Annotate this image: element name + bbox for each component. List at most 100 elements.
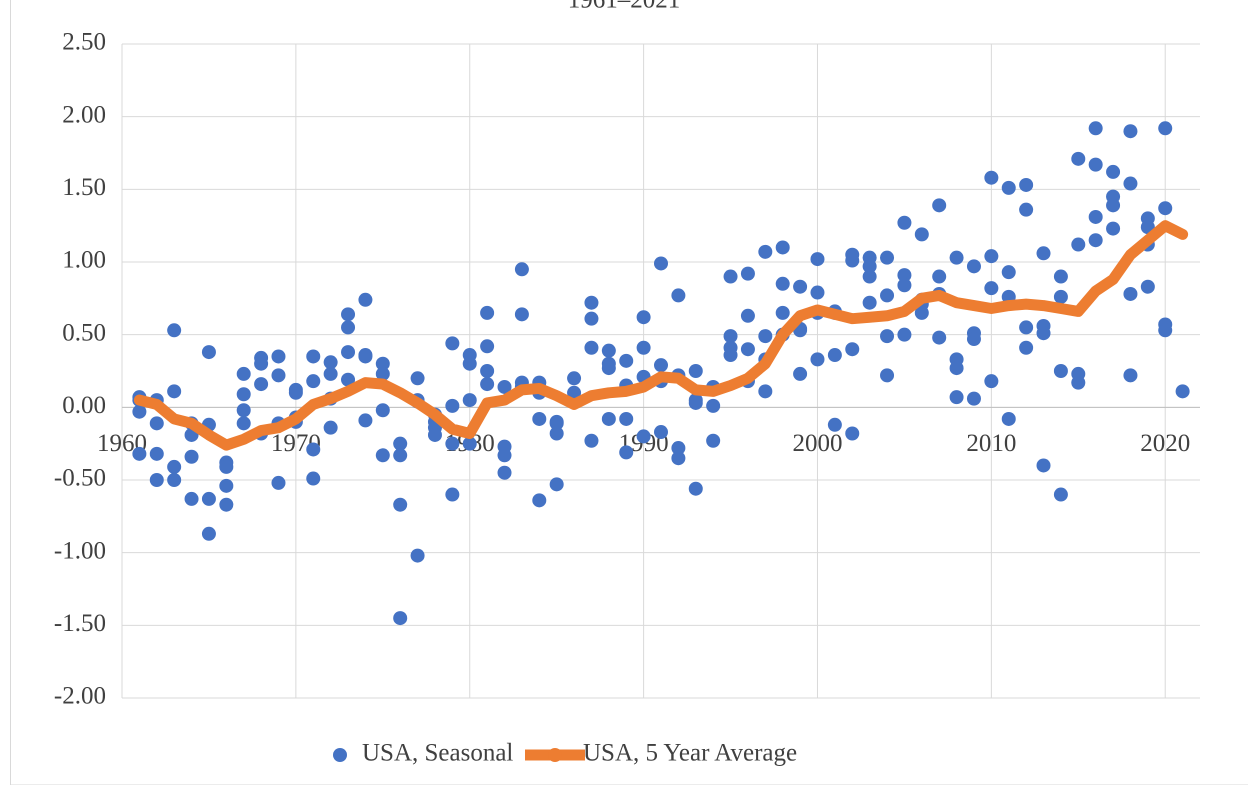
scatter-point [271, 368, 286, 383]
scatter-point [1123, 286, 1138, 301]
scatter-point [219, 459, 234, 474]
y-tick-label: -1.00 [54, 537, 106, 564]
scatter-point [584, 433, 599, 448]
scatter-point [497, 448, 512, 463]
scatter-point [201, 526, 216, 541]
scatter-point [393, 448, 408, 463]
scatter-point [862, 295, 877, 310]
scatter-point [827, 348, 842, 363]
scatter-point [845, 426, 860, 441]
scatter-point [393, 611, 408, 626]
scatter-point [375, 366, 390, 381]
scatter-point [480, 339, 495, 354]
scatter-point [1088, 233, 1103, 248]
scatter-point [393, 436, 408, 451]
scatter-point [897, 278, 912, 293]
scatter-point [949, 390, 964, 405]
scatter-point [167, 459, 182, 474]
scatter-point [654, 256, 668, 271]
scatter-point [149, 446, 164, 461]
scatter-point [462, 436, 477, 451]
scatter-point [862, 269, 877, 284]
scatter-point [932, 269, 947, 284]
scatter-point [532, 411, 547, 426]
scatter-point [514, 262, 529, 277]
scatter-point [775, 276, 790, 291]
scatter-point [497, 465, 512, 480]
legend-swatch [333, 748, 347, 762]
scatter-point [323, 420, 338, 435]
scatter-point [984, 374, 999, 389]
scatter-point [897, 215, 912, 230]
scatter-point [410, 371, 425, 386]
scatter-point [636, 340, 651, 355]
scatter-point [984, 281, 999, 296]
scatter-point [636, 310, 651, 325]
scatter-point [1088, 121, 1103, 136]
scatter-point [671, 288, 686, 303]
scatter-point [1001, 265, 1016, 280]
scatter-point [393, 497, 408, 512]
scatter-point [1019, 320, 1034, 335]
scatter-point [1158, 323, 1173, 338]
scatter-point [636, 429, 651, 444]
scatter-point [845, 342, 860, 357]
x-tick-label: 2010 [966, 430, 1016, 457]
scatter-point [619, 411, 634, 426]
scatter-point [514, 307, 529, 322]
scatter-point [567, 371, 582, 386]
scatter-point [671, 441, 686, 456]
scatter-point [480, 364, 495, 378]
scatter-point [184, 491, 199, 506]
scatter-point [984, 170, 999, 185]
scatter-point [723, 348, 738, 363]
scatter-point [601, 361, 616, 376]
scatter-point [775, 305, 790, 320]
scatter-point [271, 475, 286, 490]
scatter-point [966, 391, 981, 406]
scatter-point [880, 329, 895, 344]
scatter-point [375, 356, 390, 371]
scatter-point [201, 345, 216, 360]
scatter-point [1036, 326, 1051, 341]
scatter-point [219, 497, 234, 512]
scatter-point [1019, 340, 1034, 355]
scatter-point [358, 413, 373, 428]
scatter-point [949, 250, 964, 265]
scatter-point [619, 353, 634, 368]
scatter-point [706, 398, 721, 413]
y-tick-label: 2.00 [62, 101, 106, 128]
scatter-point [254, 377, 269, 392]
scatter-point [897, 327, 912, 342]
scatter-point [1071, 375, 1086, 390]
scatter-point [410, 548, 425, 563]
scatter-point [1053, 364, 1068, 378]
scatter-point [862, 259, 877, 274]
scatter-point [619, 445, 634, 460]
scatter-point [1053, 269, 1068, 284]
scatter-point [271, 349, 286, 364]
scatter-point [201, 491, 216, 506]
scatter-point [358, 349, 373, 364]
scatter-point [740, 308, 755, 323]
scatter-point [1001, 411, 1016, 426]
scatter-point [480, 305, 495, 320]
scatter-point [671, 451, 686, 466]
scatter-point [810, 252, 825, 267]
scatter-point [914, 227, 929, 242]
scatter-point [740, 266, 755, 281]
scatter-point [341, 320, 356, 335]
scatter-point [740, 342, 755, 357]
scatter-point [810, 285, 825, 300]
x-tick-label: 2020 [1140, 430, 1190, 457]
scatter-point [1158, 201, 1173, 216]
scatter-point [167, 384, 182, 399]
scatter-point [1019, 177, 1034, 192]
scatter-point [688, 395, 703, 410]
scatter-point [601, 343, 616, 358]
y-tick-label: 0.50 [62, 319, 106, 346]
scatter-point [1123, 368, 1138, 383]
scatter-point [375, 403, 390, 418]
scatter-point [445, 436, 460, 451]
